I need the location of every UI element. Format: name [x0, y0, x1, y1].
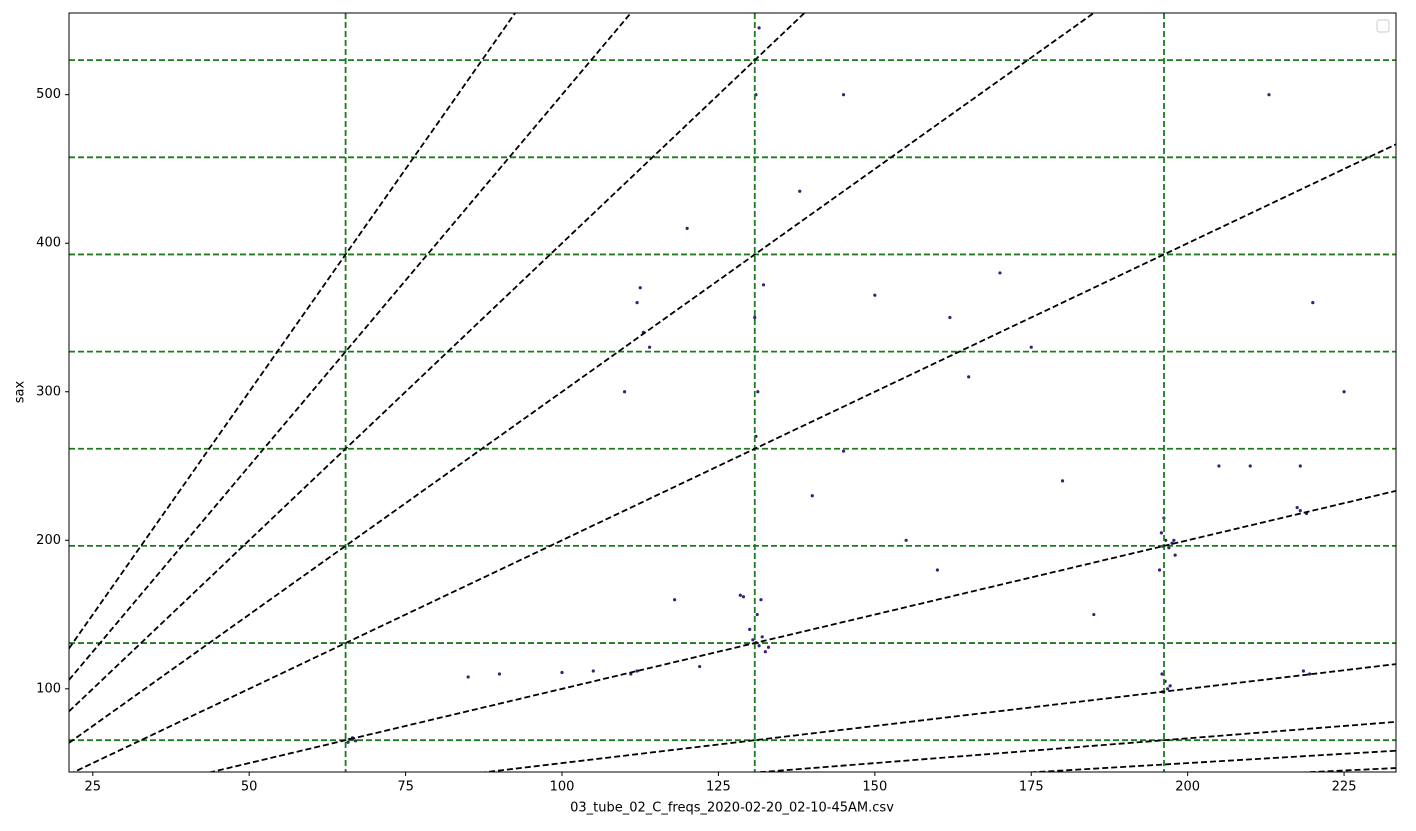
ratio-line	[750, 720, 1396, 772]
data-point	[685, 226, 689, 230]
data-point	[760, 635, 764, 639]
data-point	[751, 638, 755, 642]
data-point	[673, 598, 677, 602]
data-point	[873, 293, 877, 297]
x-tick-label: 100	[550, 780, 575, 795]
x-tick-label: 225	[1332, 780, 1357, 795]
data-point	[1172, 538, 1176, 542]
x-tick-label: 25	[85, 780, 102, 795]
data-point	[798, 189, 802, 193]
data-point	[756, 390, 760, 394]
data-point	[1168, 684, 1172, 688]
data-point	[759, 598, 763, 602]
ratio-line	[1022, 749, 1396, 772]
data-point	[1157, 568, 1162, 572]
data-point	[738, 593, 742, 597]
plot-frame	[68, 12, 1397, 773]
data-point	[1342, 390, 1346, 394]
data-point	[635, 301, 639, 305]
x-tick-label: 75	[397, 780, 414, 795]
data-point	[904, 538, 908, 542]
data-point	[1029, 345, 1033, 349]
y-tick-label: 500	[36, 87, 61, 102]
data-point	[638, 286, 642, 290]
data-point	[757, 644, 761, 648]
data-point	[1308, 672, 1312, 676]
data-point	[757, 26, 761, 30]
plot-area	[69, 13, 1396, 772]
y-tick-label: 400	[36, 236, 61, 251]
data-point	[741, 595, 746, 599]
data-point	[466, 675, 470, 679]
data-point	[1217, 464, 1221, 468]
data-point	[766, 645, 771, 649]
x-tick-label: 175	[1019, 780, 1044, 795]
data-point	[622, 390, 627, 394]
data-point	[1311, 301, 1315, 305]
data-point	[998, 271, 1002, 275]
y-tick-label: 200	[36, 533, 61, 548]
data-point	[841, 449, 846, 453]
plot-layer	[69, 13, 1396, 772]
ratio-line	[69, 13, 1096, 744]
ratio-line	[207, 489, 1396, 772]
data-point	[1166, 687, 1170, 691]
data-point	[761, 283, 766, 287]
ratio-line	[69, 13, 633, 681]
ratio-line	[479, 663, 1396, 772]
data-point	[1295, 506, 1299, 510]
y-tick-label: 300	[36, 384, 61, 399]
data-point	[346, 740, 350, 744]
x-tick-label: 150	[862, 780, 887, 795]
data-point	[1164, 538, 1168, 542]
data-point	[841, 93, 846, 97]
data-point	[763, 650, 767, 654]
data-point	[753, 315, 757, 320]
data-point	[1159, 531, 1163, 535]
legend	[1376, 19, 1390, 33]
x-tick-label: 200	[1175, 780, 1200, 795]
data-point	[1060, 479, 1065, 483]
y-axis-label: sax	[13, 380, 28, 403]
data-point	[560, 670, 564, 675]
data-point	[698, 664, 702, 669]
data-point	[497, 672, 502, 676]
y-tick-label: 100	[36, 681, 61, 696]
data-point	[591, 669, 595, 673]
data-point	[1092, 612, 1096, 617]
data-point	[648, 345, 652, 349]
data-point	[1160, 672, 1164, 676]
data-point	[635, 669, 639, 673]
data-point	[1167, 546, 1171, 550]
data-point	[1173, 553, 1177, 557]
data-point	[948, 315, 952, 320]
data-point	[1248, 464, 1252, 468]
data-point	[353, 739, 358, 743]
data-point	[748, 627, 752, 632]
data-point	[967, 375, 971, 379]
data-point	[935, 568, 939, 572]
data-point	[1298, 464, 1302, 468]
data-point	[810, 494, 814, 498]
x-tick-label: 50	[241, 780, 258, 795]
data-point	[1267, 93, 1271, 97]
data-point	[1301, 669, 1306, 673]
x-axis-label: 03_tube_02_C_freqs_2020-02-20_02-10-45AM…	[570, 801, 894, 816]
ratio-line	[71, 143, 1396, 772]
data-point	[1298, 508, 1302, 513]
data-point	[755, 612, 759, 617]
x-tick-label: 125	[706, 780, 731, 795]
